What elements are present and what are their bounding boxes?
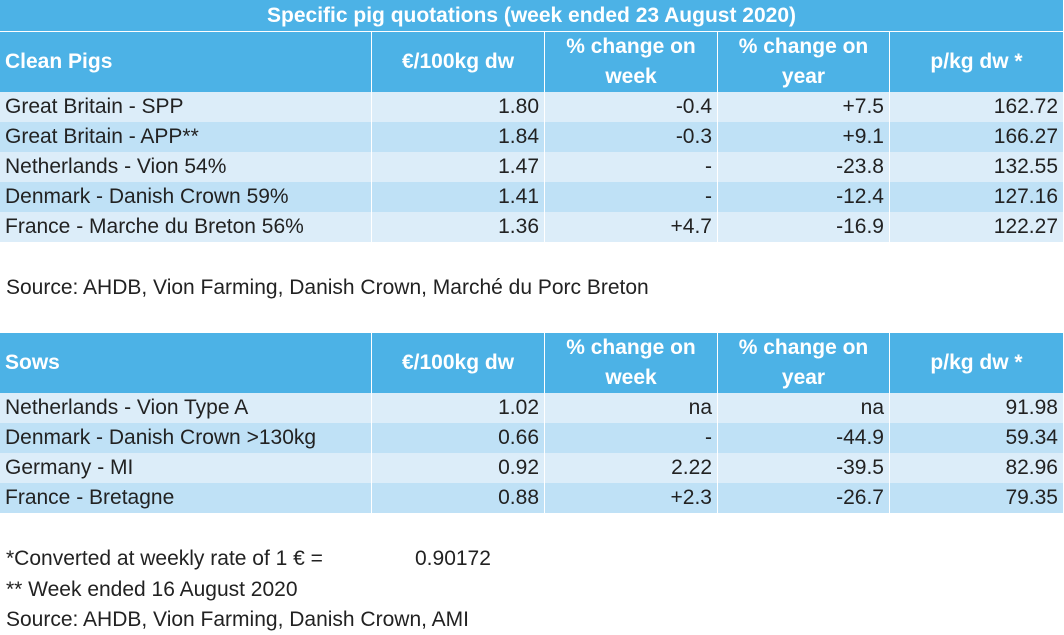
column-header: Sows [0, 333, 372, 393]
row-label: Denmark - Danish Crown >130kg [0, 423, 372, 453]
cell-value: 82.96 [890, 453, 1064, 483]
cell-value: +7.5 [718, 92, 890, 122]
cell-value: 166.27 [890, 122, 1064, 152]
cell-value: 0.88 [372, 483, 545, 513]
footnote: *Converted at weekly rate of 1 € = [6, 547, 323, 570]
cell-value: 0.66 [372, 423, 545, 453]
cell-value: na [545, 393, 718, 423]
cell-value: -0.3 [545, 122, 718, 152]
cell-value: -44.9 [718, 423, 890, 453]
cell-value: 132.55 [890, 152, 1064, 182]
cell-value: 127.16 [890, 182, 1064, 212]
cell-value: -16.9 [718, 212, 890, 242]
cell-value: -0.4 [545, 92, 718, 122]
cell-value: 1.80 [372, 92, 545, 122]
cell-value: 162.72 [890, 92, 1064, 122]
source-note: Source: AHDB, Vion Farming, Danish Crown… [6, 276, 649, 299]
cell-value: 2.22 [545, 453, 718, 483]
cell-value: +4.7 [545, 212, 718, 242]
column-header: €/100kg dw [372, 333, 545, 393]
column-header: p/kg dw * [890, 32, 1064, 92]
cell-value: -23.8 [718, 152, 890, 182]
source-note: Source: AHDB, Vion Farming, Danish Crown… [6, 608, 469, 631]
cell-value: 79.35 [890, 483, 1064, 513]
row-label: Great Britain - SPP [0, 92, 372, 122]
cell-value: -12.4 [718, 182, 890, 212]
row-label: Great Britain - APP** [0, 122, 372, 152]
row-label: Germany - MI [0, 453, 372, 483]
row-label: France - Marche du Breton 56% [0, 212, 372, 242]
cell-value: 91.98 [890, 393, 1064, 423]
cell-value: - [545, 182, 718, 212]
column-header: % change on year [718, 333, 890, 393]
cell-value: 122.27 [890, 212, 1064, 242]
footnote-value: 0.90172 [415, 547, 491, 570]
column-header: % change on week [545, 333, 718, 393]
cell-value: 1.47 [372, 152, 545, 182]
row-label: Netherlands - Vion 54% [0, 152, 372, 182]
column-header: Clean Pigs [0, 32, 372, 92]
cell-value: 1.36 [372, 212, 545, 242]
cell-value: - [545, 423, 718, 453]
cell-value: 1.02 [372, 393, 545, 423]
row-label: France - Bretagne [0, 483, 372, 513]
cell-value: na [718, 393, 890, 423]
cell-value: 59.34 [890, 423, 1064, 453]
row-label: Netherlands - Vion Type A [0, 393, 372, 423]
column-header: % change on week [545, 32, 718, 92]
cell-value: -26.7 [718, 483, 890, 513]
title: Specific pig quotations (week ended 23 A… [0, 0, 1064, 32]
cell-value: 1.84 [372, 122, 545, 152]
cell-value: -39.5 [718, 453, 890, 483]
cell-value: +2.3 [545, 483, 718, 513]
row-label: Denmark - Danish Crown 59% [0, 182, 372, 212]
cell-value: - [545, 152, 718, 182]
column-header: % change on year [718, 32, 890, 92]
column-header: p/kg dw * [890, 333, 1064, 393]
cell-value: 0.92 [372, 453, 545, 483]
cell-value: 1.41 [372, 182, 545, 212]
cell-value: +9.1 [718, 122, 890, 152]
footnote: ** Week ended 16 August 2020 [6, 578, 298, 601]
column-header: €/100kg dw [372, 32, 545, 92]
